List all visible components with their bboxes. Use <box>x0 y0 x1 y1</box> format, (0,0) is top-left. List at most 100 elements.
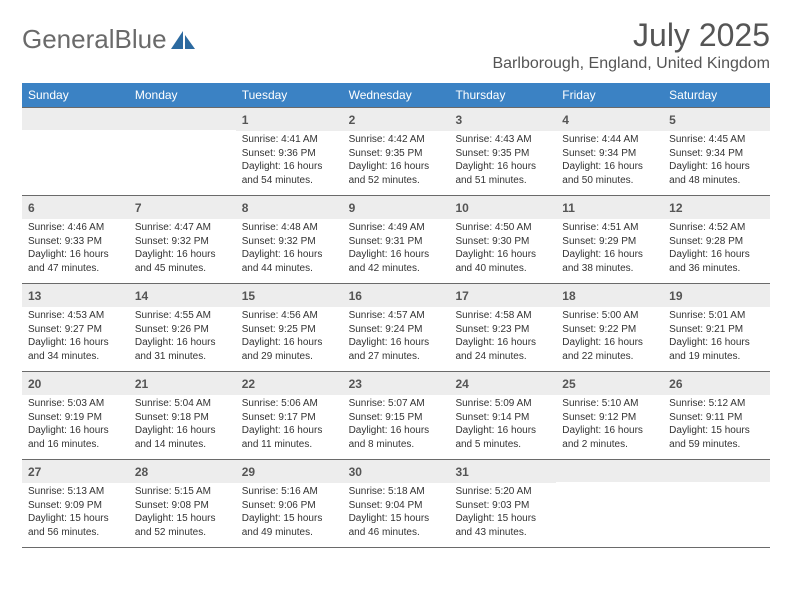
day-data: Sunrise: 5:10 AMSunset: 9:12 PMDaylight:… <box>556 395 663 459</box>
day-number-row: 1 <box>236 108 343 131</box>
day-cell: 19Sunrise: 5:01 AMSunset: 9:21 PMDayligh… <box>663 284 770 371</box>
sunrise-text: Sunrise: 4:52 AM <box>669 221 764 235</box>
day-number-row: 20 <box>22 372 129 395</box>
daylight-text: Daylight: 16 hours and 8 minutes. <box>349 424 444 451</box>
sunset-text: Sunset: 9:26 PM <box>135 323 230 337</box>
day-number: 27 <box>28 465 41 479</box>
sunset-text: Sunset: 9:34 PM <box>669 147 764 161</box>
day-number: 26 <box>669 377 682 391</box>
daylight-text: Daylight: 16 hours and 27 minutes. <box>349 336 444 363</box>
day-number-row: 3 <box>449 108 556 131</box>
day-data: Sunrise: 5:15 AMSunset: 9:08 PMDaylight:… <box>129 483 236 547</box>
day-data: Sunrise: 4:43 AMSunset: 9:35 PMDaylight:… <box>449 131 556 195</box>
day-cell: 12Sunrise: 4:52 AMSunset: 9:28 PMDayligh… <box>663 196 770 283</box>
daylight-text: Daylight: 16 hours and 22 minutes. <box>562 336 657 363</box>
day-number: 20 <box>28 377 41 391</box>
day-data: Sunrise: 4:41 AMSunset: 9:36 PMDaylight:… <box>236 131 343 195</box>
day-cell: 18Sunrise: 5:00 AMSunset: 9:22 PMDayligh… <box>556 284 663 371</box>
sunrise-text: Sunrise: 5:18 AM <box>349 485 444 499</box>
sunrise-text: Sunrise: 5:13 AM <box>28 485 123 499</box>
day-number: 29 <box>242 465 255 479</box>
day-number-row: 29 <box>236 460 343 483</box>
day-number: 24 <box>455 377 468 391</box>
daylight-text: Daylight: 16 hours and 40 minutes. <box>455 248 550 275</box>
day-data: Sunrise: 4:46 AMSunset: 9:33 PMDaylight:… <box>22 219 129 283</box>
sunset-text: Sunset: 9:34 PM <box>562 147 657 161</box>
weekday-monday: Monday <box>129 83 236 107</box>
day-cell-empty <box>556 460 663 547</box>
day-number-row: 11 <box>556 196 663 219</box>
sunrise-text: Sunrise: 4:56 AM <box>242 309 337 323</box>
day-number-row: 26 <box>663 372 770 395</box>
sunset-text: Sunset: 9:19 PM <box>28 411 123 425</box>
calendar: SundayMondayTuesdayWednesdayThursdayFrid… <box>22 83 770 548</box>
day-number: 1 <box>242 113 249 127</box>
sunrise-text: Sunrise: 4:42 AM <box>349 133 444 147</box>
day-cell: 17Sunrise: 4:58 AMSunset: 9:23 PMDayligh… <box>449 284 556 371</box>
day-data: Sunrise: 4:47 AMSunset: 9:32 PMDaylight:… <box>129 219 236 283</box>
weekday-saturday: Saturday <box>663 83 770 107</box>
sunset-text: Sunset: 9:14 PM <box>455 411 550 425</box>
daylight-text: Daylight: 16 hours and 16 minutes. <box>28 424 123 451</box>
day-data: Sunrise: 4:52 AMSunset: 9:28 PMDaylight:… <box>663 219 770 283</box>
day-cell: 1 Sunrise: 4:41 AMSunset: 9:36 PMDaylight… <box>236 108 343 195</box>
day-cell: 22 Sunrise: 5:06 AMSunset: 9:17 PMDayligh… <box>236 372 343 459</box>
sunrise-text: Sunrise: 4:44 AM <box>562 133 657 147</box>
day-cell: 21 Sunrise: 5:04 AMSunset: 9:18 PMDayligh… <box>129 372 236 459</box>
day-cell: 2 Sunrise: 4:42 AMSunset: 9:35 PMDaylight… <box>343 108 450 195</box>
sunrise-text: Sunrise: 5:07 AM <box>349 397 444 411</box>
day-number-row: 30 <box>343 460 450 483</box>
sunset-text: Sunset: 9:35 PM <box>455 147 550 161</box>
daylight-text: Daylight: 16 hours and 11 minutes. <box>242 424 337 451</box>
day-data: Sunrise: 5:06 AMSunset: 9:17 PMDaylight:… <box>236 395 343 459</box>
sunrise-text: Sunrise: 5:12 AM <box>669 397 764 411</box>
sunrise-text: Sunrise: 4:46 AM <box>28 221 123 235</box>
day-number: 28 <box>135 465 148 479</box>
day-data: Sunrise: 5:03 AMSunset: 9:19 PMDaylight:… <box>22 395 129 459</box>
day-data: Sunrise: 5:16 AMSunset: 9:06 PMDaylight:… <box>236 483 343 547</box>
day-data: Sunrise: 4:58 AMSunset: 9:23 PMDaylight:… <box>449 307 556 371</box>
daylight-text: Daylight: 16 hours and 38 minutes. <box>562 248 657 275</box>
sunset-text: Sunset: 9:03 PM <box>455 499 550 513</box>
daylight-text: Daylight: 16 hours and 52 minutes. <box>349 160 444 187</box>
day-cell: 28 Sunrise: 5:15 AMSunset: 9:08 PMDayligh… <box>129 460 236 547</box>
sunrise-text: Sunrise: 4:41 AM <box>242 133 337 147</box>
day-data: Sunrise: 5:04 AMSunset: 9:18 PMDaylight:… <box>129 395 236 459</box>
sunset-text: Sunset: 9:36 PM <box>242 147 337 161</box>
day-data: Sunrise: 5:07 AMSunset: 9:15 PMDaylight:… <box>343 395 450 459</box>
weekday-tuesday: Tuesday <box>236 83 343 107</box>
day-data: Sunrise: 4:42 AMSunset: 9:35 PMDaylight:… <box>343 131 450 195</box>
day-number-row: 7 <box>129 196 236 219</box>
daylight-text: Daylight: 16 hours and 5 minutes. <box>455 424 550 451</box>
day-number-row: 6 <box>22 196 129 219</box>
daylight-text: Daylight: 16 hours and 19 minutes. <box>669 336 764 363</box>
day-data: Sunrise: 4:44 AMSunset: 9:34 PMDaylight:… <box>556 131 663 195</box>
daylight-text: Daylight: 15 hours and 52 minutes. <box>135 512 230 539</box>
day-number-row <box>22 108 129 130</box>
day-number-row: 21 <box>129 372 236 395</box>
day-number-row <box>663 460 770 482</box>
sunrise-text: Sunrise: 5:09 AM <box>455 397 550 411</box>
day-number: 3 <box>455 113 462 127</box>
sunrise-text: Sunrise: 5:15 AM <box>135 485 230 499</box>
daylight-text: Daylight: 16 hours and 2 minutes. <box>562 424 657 451</box>
sunrise-text: Sunrise: 5:04 AM <box>135 397 230 411</box>
day-data: Sunrise: 5:13 AMSunset: 9:09 PMDaylight:… <box>22 483 129 547</box>
daylight-text: Daylight: 16 hours and 36 minutes. <box>669 248 764 275</box>
sunrise-text: Sunrise: 4:49 AM <box>349 221 444 235</box>
day-number: 22 <box>242 377 255 391</box>
day-cell: 10Sunrise: 4:50 AMSunset: 9:30 PMDayligh… <box>449 196 556 283</box>
day-number: 2 <box>349 113 356 127</box>
day-cell: 30Sunrise: 5:18 AMSunset: 9:04 PMDayligh… <box>343 460 450 547</box>
sunset-text: Sunset: 9:35 PM <box>349 147 444 161</box>
sunrise-text: Sunrise: 4:48 AM <box>242 221 337 235</box>
day-cell: 7Sunrise: 4:47 AMSunset: 9:32 PMDaylight… <box>129 196 236 283</box>
sunset-text: Sunset: 9:17 PM <box>242 411 337 425</box>
week-row: 6Sunrise: 4:46 AMSunset: 9:33 PMDaylight… <box>22 196 770 284</box>
sunrise-text: Sunrise: 4:55 AM <box>135 309 230 323</box>
daylight-text: Daylight: 16 hours and 45 minutes. <box>135 248 230 275</box>
day-number: 21 <box>135 377 148 391</box>
daylight-text: Daylight: 15 hours and 59 minutes. <box>669 424 764 451</box>
day-cell: 13Sunrise: 4:53 AMSunset: 9:27 PMDayligh… <box>22 284 129 371</box>
day-number-row <box>129 108 236 130</box>
